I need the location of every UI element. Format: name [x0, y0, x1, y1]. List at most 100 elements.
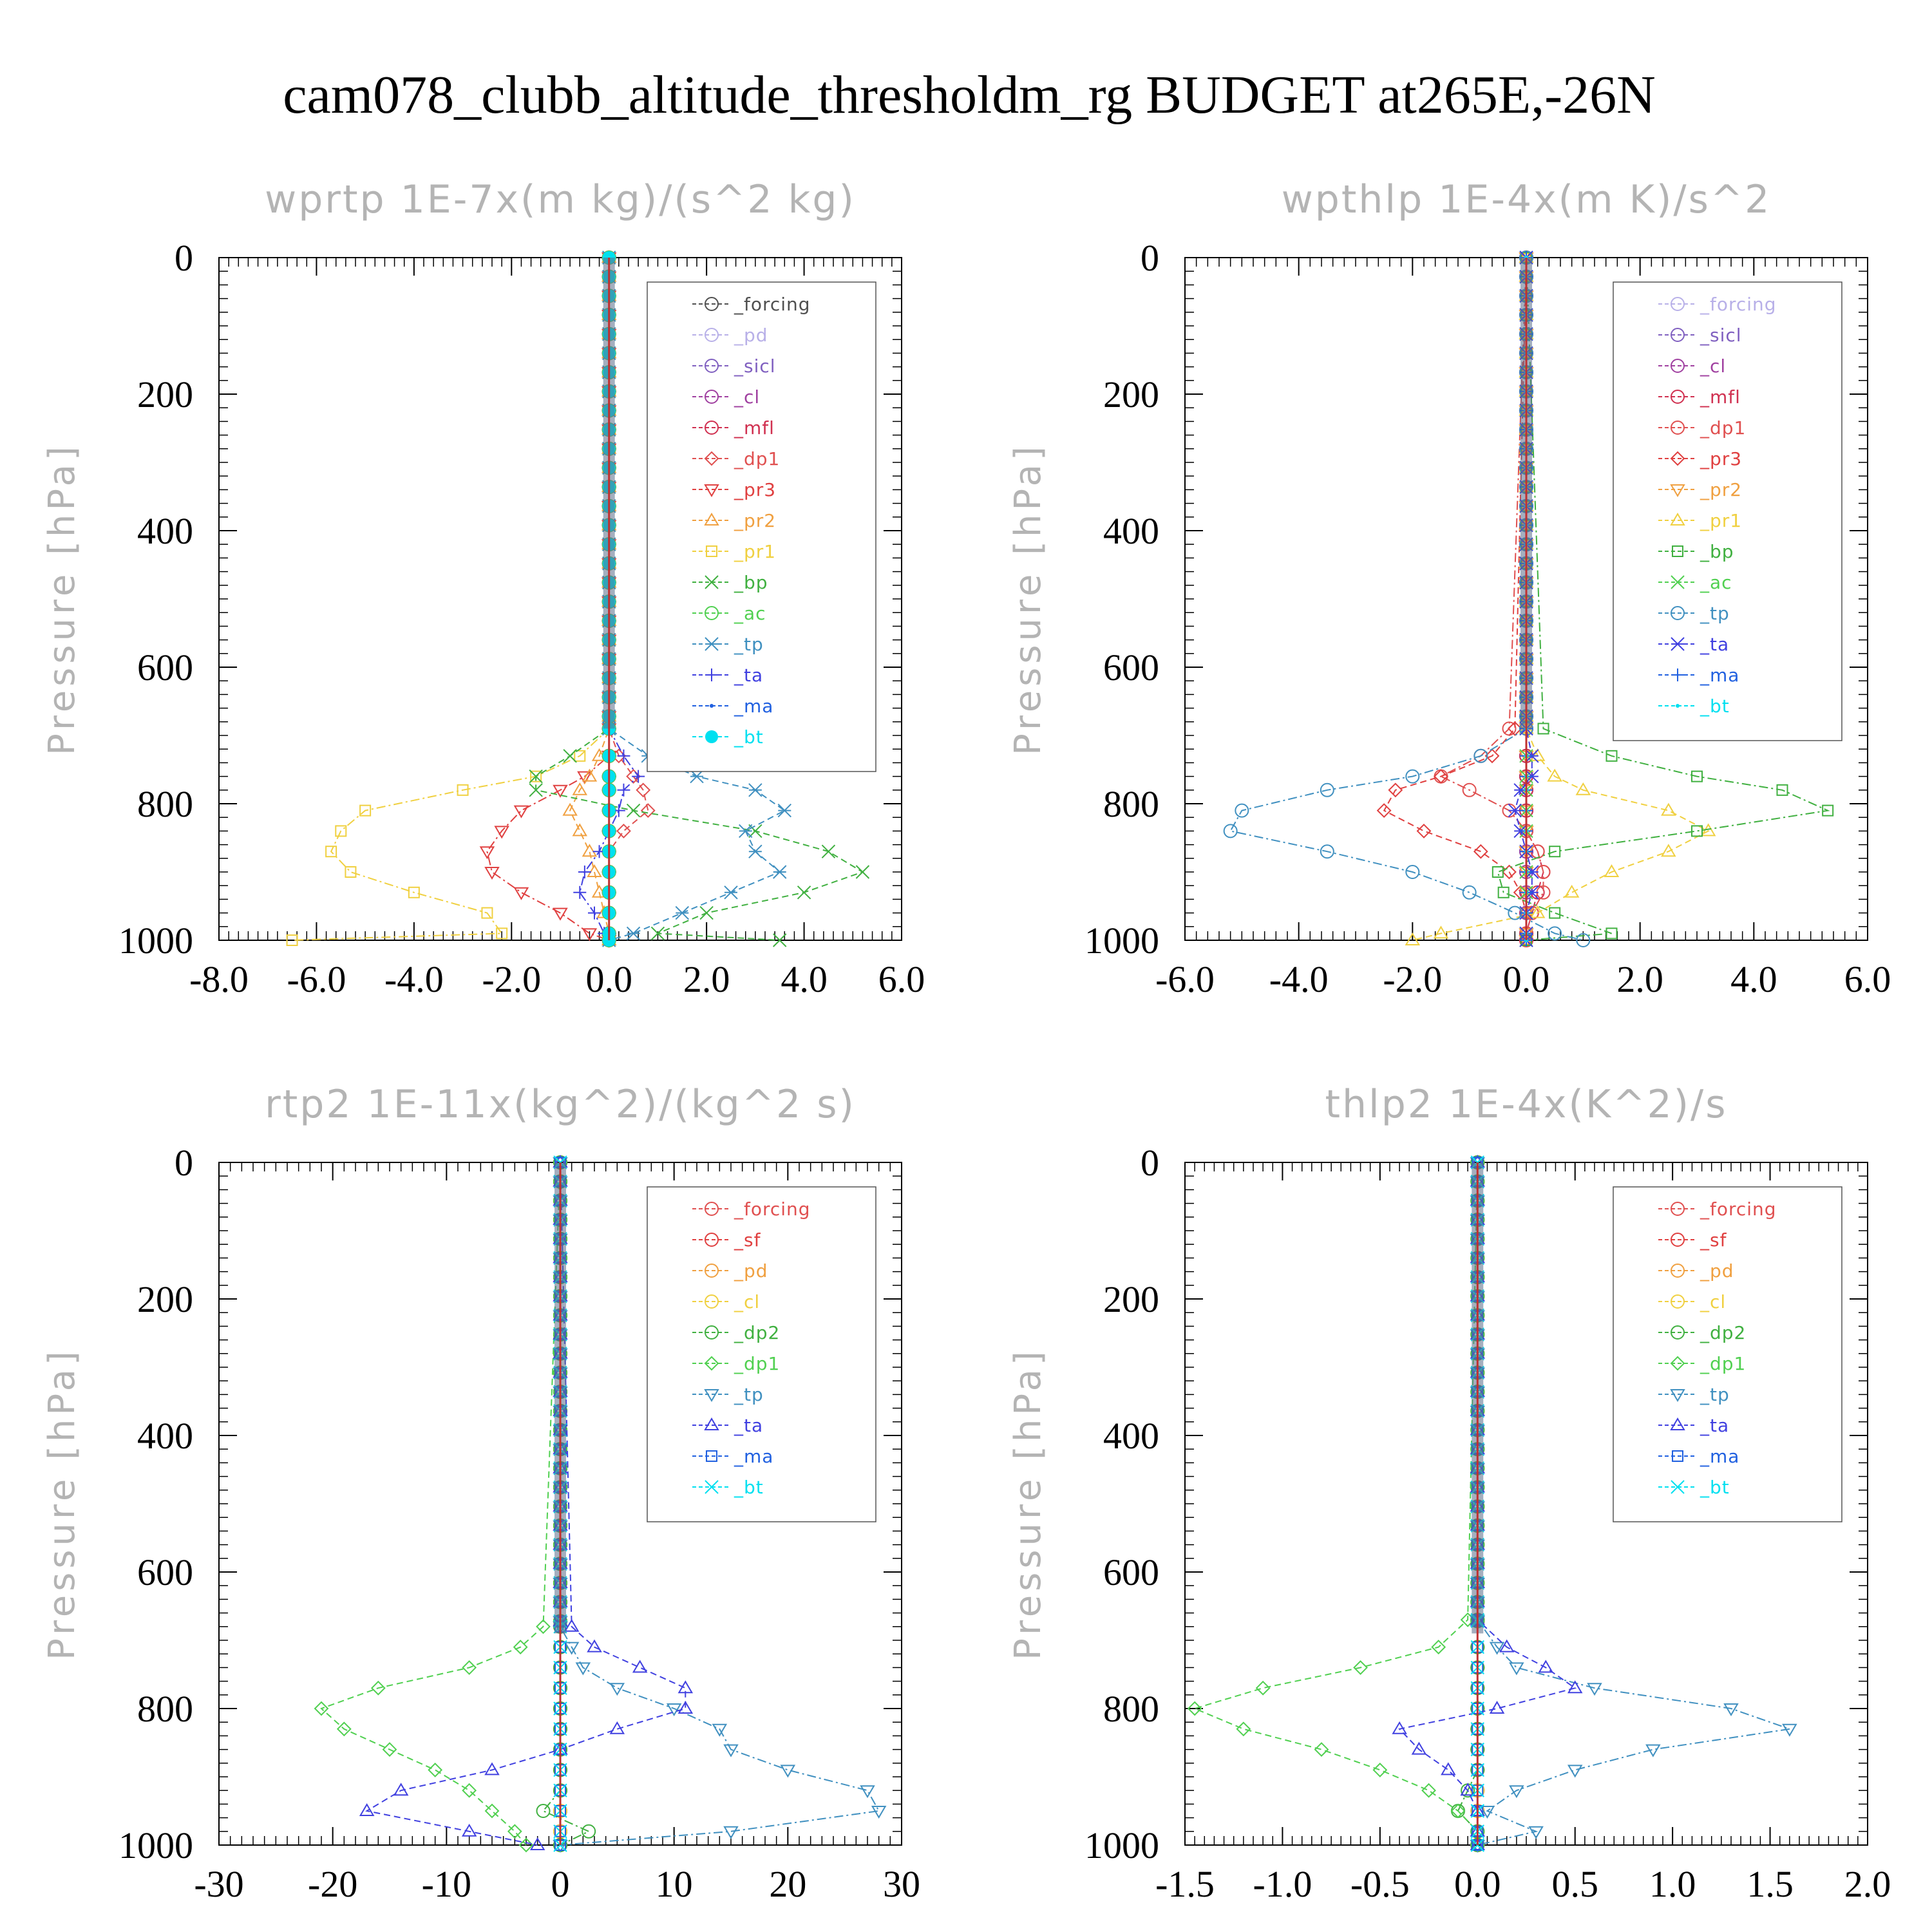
legend-label: _sicl — [1700, 325, 1742, 346]
series-pr1 — [286, 252, 615, 946]
x-tick-label: 4.0 — [1730, 958, 1777, 1000]
series-line — [1477, 1162, 1790, 1846]
x-tick-label: -1.5 — [1155, 1863, 1215, 1905]
x-tick-label: 0.5 — [1551, 1863, 1598, 1905]
x-tick-label: 0 — [551, 1863, 570, 1905]
legend-label: _forcing — [734, 1198, 811, 1220]
legend-label: _dp2 — [1700, 1322, 1746, 1343]
legend-entry: _ta — [692, 665, 762, 686]
y-tick-label: 600 — [1103, 647, 1159, 688]
legend-entry: _tp — [692, 634, 763, 655]
chart-panel-3: rtp2 1E-11x(kg^2)/(kg^2 s) Pressure [hPa]… — [41, 1082, 920, 1905]
legend-entry: _tp — [1658, 1384, 1730, 1405]
legend-entry: _sicl — [692, 355, 775, 377]
x-tick-label: 2.0 — [683, 958, 730, 1000]
x-tick-label: 0.0 — [1503, 958, 1550, 1000]
legend-label: _pd — [734, 1260, 768, 1282]
y-tick-label: 400 — [137, 1415, 193, 1457]
legend-box — [647, 281, 876, 772]
x-tick-label: -4.0 — [384, 958, 444, 1000]
legend-label: _forcing — [734, 294, 811, 315]
legend-label: _cl — [1700, 1291, 1726, 1312]
y-tick-label: 600 — [1103, 1551, 1159, 1593]
panel-title: thlp2 1E-4x(K^2)/s — [1325, 1082, 1727, 1127]
chart-panel-4: thlp2 1E-4x(K^2)/s Pressure [hPa] -1.5 -1.0… — [1007, 1082, 1891, 1905]
legend-entry: _bp — [692, 572, 768, 593]
x-tick-label: 2.0 — [1844, 1863, 1891, 1905]
legend-entry: _ac — [1658, 572, 1732, 593]
y-tick-label: 400 — [1103, 510, 1159, 552]
x-tick-label: -10 — [422, 1863, 471, 1905]
chart-panel-2: wpthlp 1E-4x(m K)/s^2 Pressure [hPa] -6.0 -… — [1007, 177, 1891, 1000]
legend-label: _ta — [1700, 634, 1729, 655]
series-line — [1497, 257, 1830, 941]
y-tick-label: 200 — [1103, 1278, 1159, 1320]
legend-entry: _bt — [1658, 1477, 1729, 1498]
legend-label: _cl — [734, 1291, 760, 1312]
x-tick-label: -8.0 — [189, 958, 249, 1000]
legend-label: _dp1 — [1700, 1353, 1746, 1374]
legend-label: _bp — [734, 572, 768, 593]
legend-label: _forcing — [1700, 294, 1777, 315]
legend-label: _sf — [734, 1229, 761, 1251]
legend-entry: _cl — [1658, 1291, 1726, 1312]
series-line — [486, 258, 610, 941]
legend-entry: _sf — [692, 1229, 761, 1251]
figure-title: cam078_clubb_altitude_thresholdm_rg BUDG… — [283, 65, 1656, 125]
legend-label: _pd — [1700, 1260, 1734, 1282]
panel-title: wpthlp 1E-4x(m K)/s^2 — [1282, 177, 1772, 222]
legend-entry: _cl — [1658, 355, 1726, 377]
legend-entry: _ta — [1658, 634, 1729, 655]
legend-label: _bp — [1700, 541, 1734, 562]
legend-label: _bt — [1700, 696, 1730, 717]
series-line — [1398, 1162, 1577, 1845]
legend-entry: _ma — [1658, 1446, 1739, 1467]
y-tick-label: 400 — [1103, 1415, 1159, 1457]
legend-entry: _cl — [692, 386, 760, 408]
legend-entry: _ma — [1658, 665, 1739, 686]
y-tick-label: 600 — [137, 1551, 193, 1593]
legend-label: _dp2 — [734, 1322, 780, 1343]
legend-entry: _bt — [692, 1477, 763, 1498]
x-tick-label: -4.0 — [1269, 958, 1329, 1000]
legend-entry: _ta — [1658, 1415, 1729, 1436]
series-tp — [1223, 251, 1591, 947]
series-line — [292, 258, 610, 941]
legend-label: _pr1 — [734, 541, 776, 562]
series-ta — [359, 1155, 694, 1850]
legend-label: _mfl — [1700, 386, 1741, 408]
legend-entry: _mfl — [1658, 386, 1741, 408]
legend-entry: _ma — [692, 696, 773, 717]
legend-label: _bt — [734, 726, 764, 748]
legend-label: _ta — [1700, 1415, 1729, 1436]
y-tick-label: 600 — [137, 647, 193, 688]
x-tick-label: 0.0 — [1454, 1863, 1501, 1905]
legend-entry: _dp1 — [1658, 417, 1745, 439]
x-tick-label: 6.0 — [1844, 958, 1891, 1000]
x-tick-label: -2.0 — [482, 958, 541, 1000]
legend-entry: _dp2 — [692, 1322, 780, 1343]
legend-label: _ma — [1700, 665, 1739, 686]
x-tick-label: 1.5 — [1747, 1863, 1794, 1905]
legend-label: _cl — [1700, 355, 1726, 377]
x-tick-label: 30 — [883, 1863, 920, 1905]
legend-entry: _forcing — [692, 294, 811, 315]
y-tick-label: 200 — [137, 1278, 193, 1320]
y-tick-label: 1000 — [118, 1824, 193, 1866]
legend-label: _cl — [734, 386, 760, 408]
legend-entry: _ac — [692, 603, 766, 624]
series-pr3 — [479, 252, 617, 948]
legend-entry: _bt — [1658, 696, 1730, 717]
series-pr3 — [1376, 250, 1534, 948]
legend-label: _tp — [1700, 1384, 1730, 1405]
series-ta — [1392, 1155, 1583, 1850]
x-tick-label: -1.0 — [1253, 1863, 1312, 1905]
legend-entry: _cl — [692, 1291, 760, 1312]
legend-box — [1613, 281, 1842, 741]
legend-entry: _pd — [692, 325, 768, 346]
x-tick-label: 1.0 — [1649, 1863, 1696, 1905]
legend: _forcing _sf _pd _cl _dp2 _dp1 _tp _ta _ma _bt — [1613, 1186, 1842, 1522]
x-tick-label: -6.0 — [1155, 958, 1215, 1000]
x-tick-label: 20 — [769, 1863, 806, 1905]
